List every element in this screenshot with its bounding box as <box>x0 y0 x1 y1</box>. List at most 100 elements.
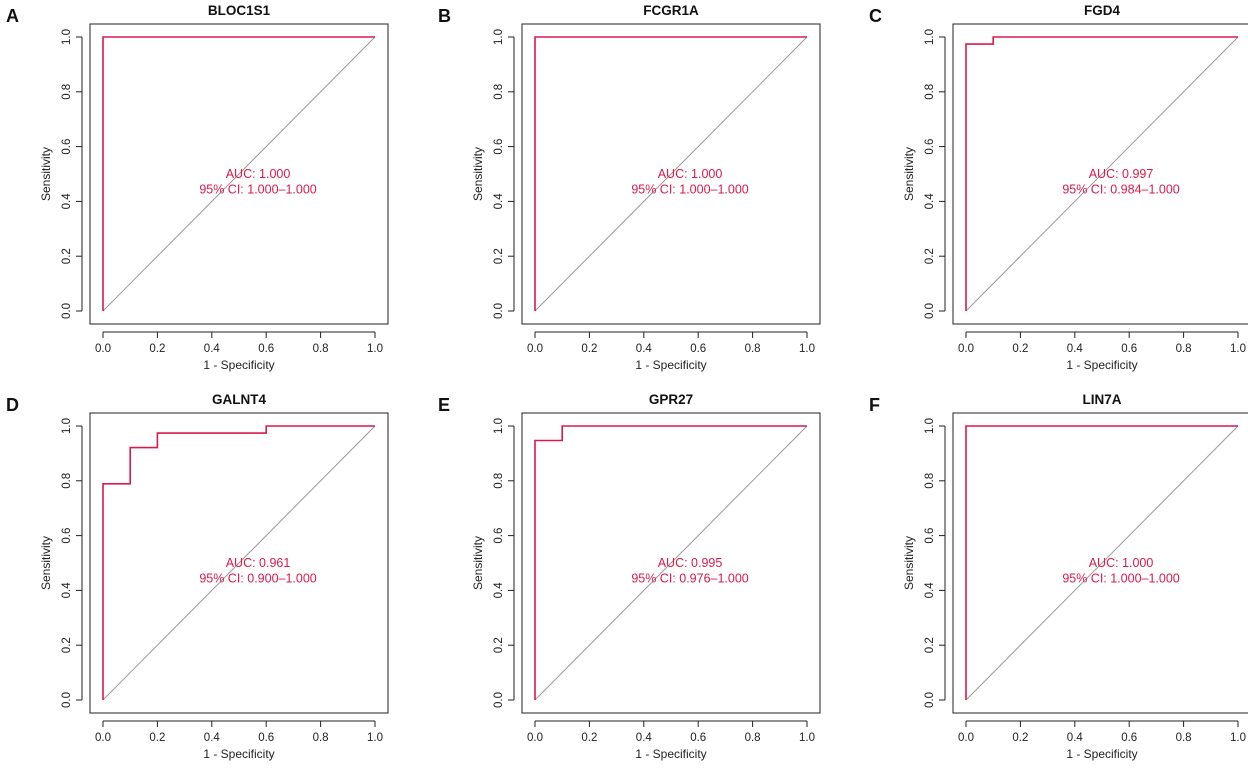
y-axis-title: Sensitivity <box>902 147 916 201</box>
x-tick-label: 0.2 <box>149 732 165 744</box>
y-tick-label: 1.0 <box>61 29 73 45</box>
roc-chart: E GPR27 0.0 0.2 0.4 0.6 0.8 1.0 0.0 0.2 0.4 0.6 0.8 1… <box>438 392 821 761</box>
panel-letter: B <box>438 6 451 26</box>
x-tick-label: 0.8 <box>745 343 761 355</box>
x-tick-label: 0.4 <box>1067 732 1084 744</box>
x-tick-label: 0.8 <box>1176 343 1192 355</box>
ci-label: 95% CI: 0.900–1.000 <box>199 572 316 586</box>
x-tick-label: 0.6 <box>258 343 274 355</box>
x-tick-label: 0.4 <box>204 732 221 744</box>
reference-diagonal-line <box>102 36 376 312</box>
x-tick-label: 0.4 <box>636 343 653 355</box>
y-tick-label: 0.0 <box>493 303 505 319</box>
x-axis-title: 1 - Specificity <box>1066 358 1137 372</box>
x-tick-label: 0.8 <box>313 343 329 355</box>
y-tick-label: 0.8 <box>493 84 505 100</box>
roc-panel-b: B FCGR1A 0.0 0.2 0.4 0.6 0.8 1.0 0.0 0.2 0.4 0.6 0.8… <box>432 0 848 382</box>
y-tick-label: 0.0 <box>61 692 73 708</box>
y-tick-label: 0.4 <box>924 193 936 210</box>
y-tick-label: 0.0 <box>924 692 936 708</box>
y-tick-label: 0.0 <box>924 303 936 319</box>
y-tick-label: 0.4 <box>924 582 936 599</box>
auc-label: AUC: 0.961 <box>226 556 291 570</box>
x-tick-label: 0.4 <box>204 343 221 355</box>
y-tick-label: 0.6 <box>61 139 73 155</box>
y-axis-title: Sensitivity <box>902 536 916 590</box>
roc-panel-c: C FGD4 0.0 0.2 0.4 0.6 0.8 1.0 0.0 0.2 0.4 0.6 0.8 1.… <box>863 0 1248 382</box>
x-tick-label: 1.0 <box>1230 732 1246 744</box>
x-tick-label: 0.2 <box>1012 732 1028 744</box>
y-tick-label: 0.4 <box>61 582 73 599</box>
auc-label: AUC: 1.000 <box>658 167 723 181</box>
y-tick-label: 0.2 <box>493 248 505 264</box>
y-tick-label: 0.4 <box>493 582 505 599</box>
panel-letter: A <box>6 6 19 26</box>
chart-title: BLOC1S1 <box>208 3 271 18</box>
chart-title: FGD4 <box>1084 3 1120 18</box>
y-tick-label: 1.0 <box>61 418 73 434</box>
x-tick-label: 0.4 <box>1067 343 1084 355</box>
roc-panel-a: A BLOC1S1 0.0 0.2 0.4 0.6 0.8 1.0 0.0 0.2 0.4 0.6 0.… <box>0 0 416 382</box>
x-tick-label: 0.6 <box>1121 343 1137 355</box>
roc-panel-d: D GALNT4 0.0 0.2 0.4 0.6 0.8 1.0 0.0 0.2 0.4 0.6 0.8… <box>0 389 416 771</box>
plot-frame <box>952 23 1248 325</box>
roc-chart: C FGD4 0.0 0.2 0.4 0.6 0.8 1.0 0.0 0.2 0.4 0.6 0.8 1.… <box>869 3 1248 372</box>
ci-label: 95% CI: 1.000–1.000 <box>1062 572 1179 586</box>
y-axis-title: Sensitivity <box>471 536 485 590</box>
roc-curve <box>965 36 1238 311</box>
y-tick-label: 0.2 <box>61 637 73 653</box>
x-tick-label: 0.2 <box>1012 343 1028 355</box>
reference-diagonal-line <box>965 36 1239 312</box>
x-axis-title: 1 - Specificity <box>635 747 706 761</box>
y-tick-label: 1.0 <box>924 29 936 45</box>
reference-diagonal-line <box>534 425 808 701</box>
roc-curve <box>534 36 807 311</box>
y-tick-label: 0.8 <box>61 473 73 489</box>
x-tick-label: 0.6 <box>690 732 706 744</box>
x-tick-label: 0.6 <box>258 732 274 744</box>
x-tick-label: 0.6 <box>1121 732 1137 744</box>
x-tick-label: 0.2 <box>581 732 597 744</box>
x-axis-title: 1 - Specificity <box>1066 747 1137 761</box>
y-tick-label: 0.0 <box>61 303 73 319</box>
auc-label: AUC: 0.997 <box>1089 167 1154 181</box>
x-tick-label: 0.0 <box>95 732 111 744</box>
roc-panel-e: E GPR27 0.0 0.2 0.4 0.6 0.8 1.0 0.0 0.2 0.4 0.6 0.8 1… <box>432 389 848 771</box>
y-tick-label: 0.8 <box>924 84 936 100</box>
roc-chart: A BLOC1S1 0.0 0.2 0.4 0.6 0.8 1.0 0.0 0.2 0.4 0.6 0.… <box>6 3 389 372</box>
chart-title: FCGR1A <box>643 3 699 18</box>
y-tick-label: 0.2 <box>61 248 73 264</box>
x-tick-label: 1.0 <box>1230 343 1246 355</box>
y-tick-label: 0.8 <box>61 84 73 100</box>
y-tick-label: 0.6 <box>493 139 505 155</box>
plot-frame <box>521 23 821 325</box>
chart-title: GALNT4 <box>212 392 266 407</box>
reference-diagonal-line <box>965 425 1239 701</box>
plot-frame <box>521 412 821 714</box>
y-tick-label: 0.4 <box>493 193 505 210</box>
y-tick-label: 0.8 <box>924 473 936 489</box>
auc-label: AUC: 1.000 <box>226 167 291 181</box>
plot-frame <box>89 412 389 714</box>
y-tick-label: 0.6 <box>493 528 505 544</box>
chart-title: LIN7A <box>1082 392 1121 407</box>
y-tick-label: 0.8 <box>493 473 505 489</box>
y-tick-label: 1.0 <box>493 29 505 45</box>
roc-curve <box>102 36 375 311</box>
y-tick-label: 0.6 <box>924 528 936 544</box>
auc-label: AUC: 0.995 <box>658 556 723 570</box>
x-tick-label: 0.2 <box>149 343 165 355</box>
y-axis-title: Sensitivity <box>39 147 53 201</box>
y-axis-title: Sensitivity <box>39 536 53 590</box>
auc-label: AUC: 1.000 <box>1089 556 1154 570</box>
ci-label: 95% CI: 1.000–1.000 <box>631 183 748 197</box>
x-tick-label: 0.8 <box>1176 732 1192 744</box>
roc-curve <box>965 425 1238 700</box>
x-axis-title: 1 - Specificity <box>203 358 274 372</box>
ci-label: 95% CI: 1.000–1.000 <box>199 183 316 197</box>
roc-chart: D GALNT4 0.0 0.2 0.4 0.6 0.8 1.0 0.0 0.2 0.4 0.6 0.8… <box>6 392 389 761</box>
x-tick-label: 0.6 <box>690 343 706 355</box>
x-axis-title: 1 - Specificity <box>203 747 274 761</box>
y-axis-title: Sensitivity <box>471 147 485 201</box>
x-tick-label: 0.8 <box>313 732 329 744</box>
